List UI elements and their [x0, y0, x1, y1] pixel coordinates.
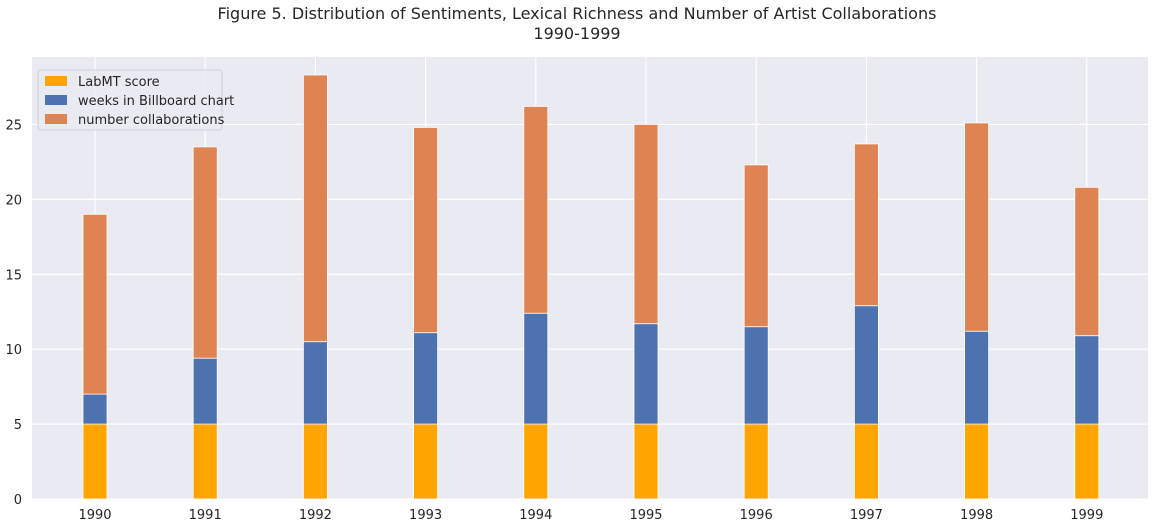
bar-collab — [964, 122, 989, 332]
x-tick-label: 1993 — [409, 508, 442, 523]
bar-labmt — [413, 423, 439, 500]
x-tick-label: 1991 — [189, 508, 222, 523]
chart-title-block: Figure 5. Distribution of Sentiments, Le… — [0, 4, 1154, 44]
bar-collab — [854, 143, 879, 307]
legend-entry: number collaborations — [78, 113, 225, 128]
bar-collab — [633, 124, 659, 325]
bar-collab — [82, 213, 108, 395]
bar-weeks — [192, 357, 218, 425]
x-tick-label: 1990 — [78, 508, 111, 523]
y-tick-label: 10 — [5, 343, 22, 358]
x-tick-label: 1995 — [629, 508, 662, 523]
bar-labmt — [192, 423, 218, 500]
bar-weeks — [633, 323, 659, 425]
x-tick-label: 1996 — [740, 508, 773, 523]
bar-weeks — [413, 332, 439, 425]
bar-collab — [523, 106, 549, 314]
x-tick-label: 1998 — [960, 508, 993, 523]
x-tick-label: 1997 — [850, 508, 883, 523]
y-tick-label: 5 — [14, 418, 22, 433]
chart-title: Figure 5. Distribution of Sentiments, Le… — [217, 4, 937, 23]
bar-labmt — [633, 423, 659, 500]
legend-entry: weeks in Billboard chart — [78, 94, 234, 109]
y-tick-label: 25 — [5, 118, 22, 133]
x-tick-label: 1999 — [1070, 508, 1103, 523]
plot-area — [32, 57, 1148, 499]
bar-labmt — [854, 423, 879, 500]
y-tick-label: 20 — [5, 193, 22, 208]
y-tick-label: 15 — [5, 268, 22, 283]
bar-labmt — [302, 423, 328, 500]
bar-collab — [302, 74, 328, 343]
bar-weeks — [523, 312, 549, 425]
bar-collab — [192, 146, 218, 359]
bar-labmt — [82, 423, 108, 500]
legend-box — [37, 69, 223, 131]
bar-weeks — [302, 341, 328, 425]
x-tick-label: 1994 — [519, 508, 552, 523]
bar-weeks — [854, 305, 879, 425]
legend-swatch — [45, 76, 67, 86]
legend: LabMT score weeks in Billboard chart numbe… — [37, 69, 234, 131]
bar-collab — [413, 127, 439, 334]
bar-collab — [743, 164, 769, 328]
legend-swatch — [45, 114, 67, 124]
bar-weeks — [1074, 335, 1100, 425]
bar-weeks — [743, 326, 769, 425]
bar-labmt — [964, 423, 989, 500]
bar-weeks — [82, 393, 108, 425]
bar-labmt — [743, 423, 769, 500]
bar-weeks — [964, 330, 989, 425]
bar-collab — [1074, 186, 1100, 337]
bar-labmt — [523, 423, 549, 500]
legend-entry: LabMT score — [78, 75, 160, 90]
chart-subtitle: 1990-1999 — [533, 24, 621, 43]
y-tick-label: 0 — [14, 493, 22, 508]
legend-swatch — [45, 95, 67, 105]
x-tick-label: 1992 — [299, 508, 332, 523]
bar-labmt — [1074, 423, 1100, 500]
